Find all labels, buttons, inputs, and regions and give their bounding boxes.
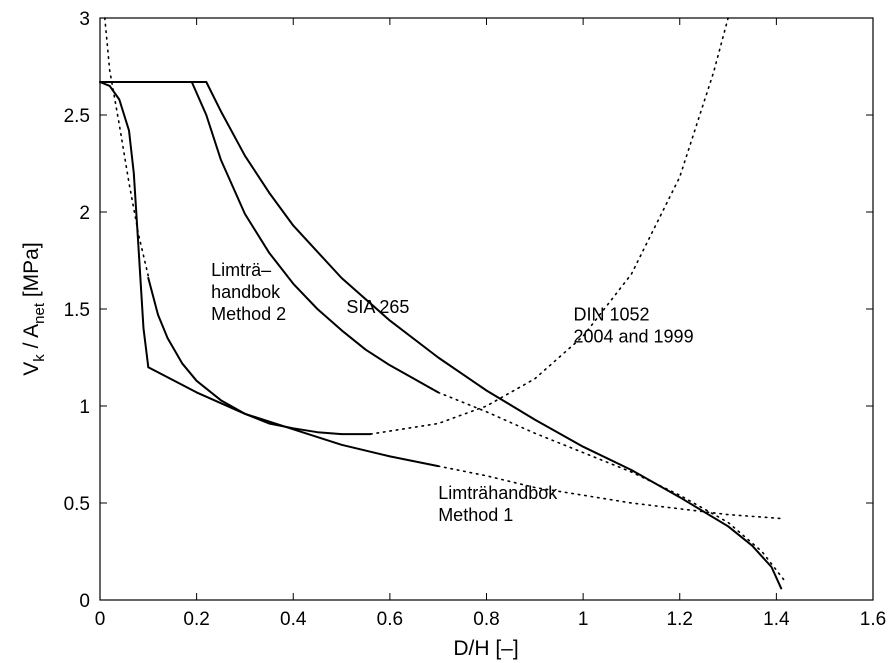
- annotation-line: DIN 1052: [573, 305, 649, 325]
- series-line-3: [147, 277, 372, 436]
- annotation-3: Limträhandbok Method 1: [438, 483, 558, 525]
- y-tick-label: 1.5: [64, 300, 90, 321]
- annotation-line: 2004 and 1999: [573, 327, 693, 347]
- annotation-2: DIN 1052 2004 and 1999: [573, 305, 693, 347]
- y-axis-ticks: 0 0.5 1 1.5 2 2.5 3: [64, 9, 873, 612]
- y-tick-label: 0: [79, 591, 90, 612]
- annotation-layer: Limträ– handbok Method 2 SIA 265 DIN 1052 200…: [211, 260, 693, 525]
- series-line-5: [104, 17, 150, 277]
- y-tick-label: 2: [79, 203, 90, 224]
- series-line-4: [147, 366, 440, 468]
- annotation-0: Limträ– handbok Method 2: [211, 260, 286, 324]
- x-tick-label: 0: [95, 609, 106, 630]
- y-tick-label: 0.5: [64, 494, 90, 515]
- series-line-1: [190, 81, 783, 590]
- series-line-7: [437, 465, 782, 520]
- x-tick-label: 1: [578, 609, 589, 630]
- x-tick-label: 0.2: [183, 609, 209, 630]
- plot-background: [100, 18, 873, 600]
- series-line-6: [369, 17, 729, 435]
- annotation-line: Limträ–: [211, 260, 271, 280]
- series-layer: [99, 17, 787, 590]
- x-tick-label: 0.4: [280, 609, 307, 630]
- annotation-line: SIA 265: [346, 297, 409, 317]
- x-tick-label: 1.4: [763, 609, 790, 630]
- annotation-line: handbok: [211, 282, 281, 302]
- y-tick-label: 1: [79, 397, 90, 418]
- annotation-line: Method 1: [438, 505, 513, 525]
- series-line-0: [99, 81, 440, 394]
- y-tick-label: 3: [79, 9, 90, 30]
- x-tick-label: 1.6: [860, 609, 886, 630]
- x-tick-label: 0.6: [377, 609, 403, 630]
- x-axis-ticks: 0 0.2 0.4 0.6 0.8 1 1.2 1.4 1.6: [95, 18, 886, 630]
- series-line-8: [437, 391, 787, 584]
- series-line-2: [99, 81, 150, 369]
- x-axis-label: D/H [–]: [453, 637, 518, 660]
- x-tick-label: 1.2: [667, 609, 693, 630]
- y-tick-label: 2.5: [64, 106, 90, 127]
- x-tick-label: 0.8: [473, 609, 499, 630]
- annotation-line: Method 2: [211, 304, 286, 324]
- annotation-1: SIA 265: [346, 297, 409, 317]
- annotation-line: Limträhandbok: [438, 483, 558, 503]
- y-axis-label: Vk / Anet [MPa]: [20, 242, 48, 375]
